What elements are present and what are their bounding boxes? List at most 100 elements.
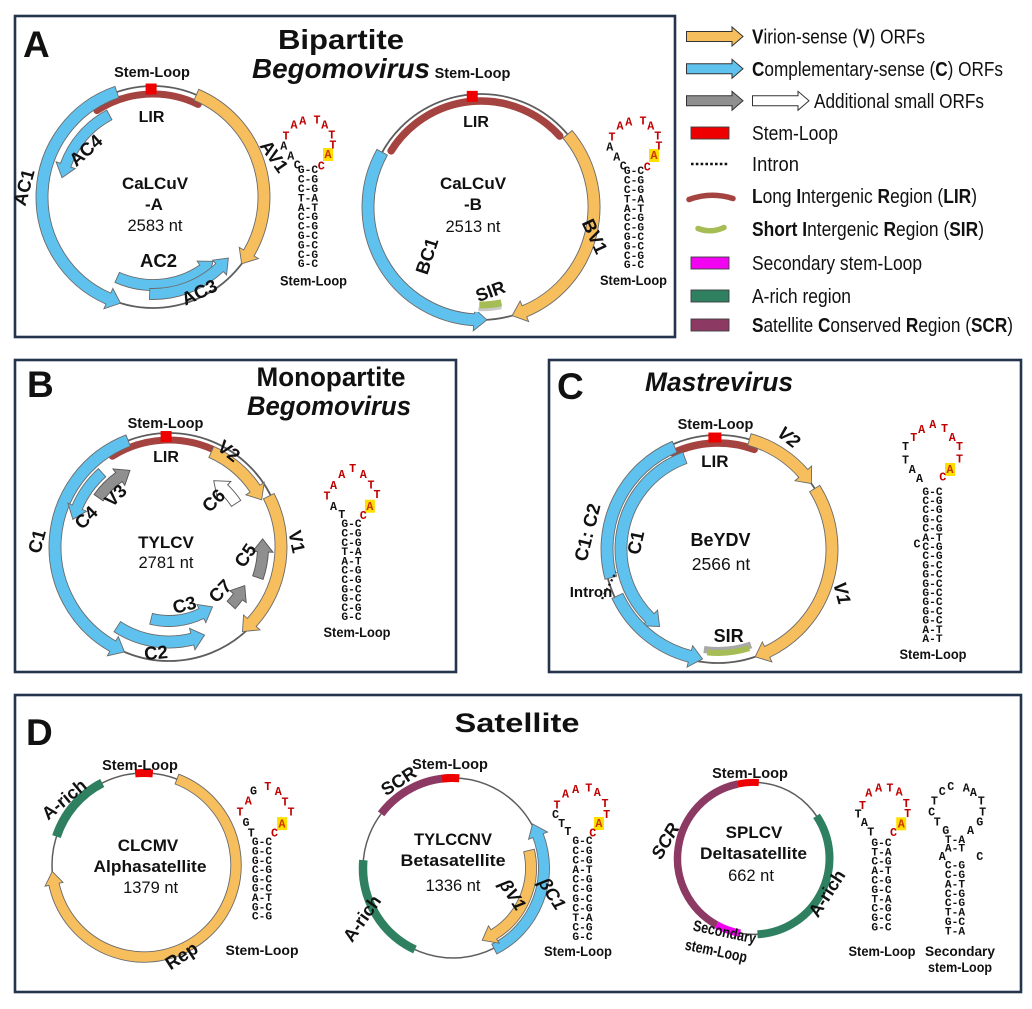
svg-text:T-A: T-A bbox=[624, 194, 644, 206]
svg-text:C-G: C-G bbox=[572, 846, 592, 858]
svg-text:A: A bbox=[321, 119, 329, 133]
svg-text:G-C: G-C bbox=[624, 232, 644, 244]
svg-text:C-G: C-G bbox=[922, 505, 942, 517]
svg-text:T: T bbox=[349, 462, 356, 476]
svg-text:C: C bbox=[913, 537, 920, 551]
svg-text:G-C: G-C bbox=[922, 606, 942, 618]
svg-text:C-G: C-G bbox=[922, 496, 942, 508]
svg-text:G-C: G-C bbox=[572, 894, 592, 906]
svg-text:T: T bbox=[902, 440, 909, 454]
svg-text:C-G: C-G bbox=[624, 213, 644, 225]
svg-text:C-G: C-G bbox=[945, 898, 965, 910]
svg-text:G-C: G-C bbox=[624, 166, 644, 178]
svg-text:SIR: SIR bbox=[714, 626, 744, 646]
svg-text:LIR: LIR bbox=[463, 114, 489, 131]
svg-text:T: T bbox=[564, 825, 571, 839]
svg-text:Deltasatellite: Deltasatellite bbox=[700, 844, 807, 863]
svg-text:CLCMV: CLCMV bbox=[118, 836, 179, 855]
svg-text:C-G: C-G bbox=[945, 889, 965, 901]
svg-text:A: A bbox=[606, 141, 614, 155]
svg-text:G: G bbox=[976, 816, 983, 830]
svg-text:T: T bbox=[903, 797, 910, 811]
svg-text:A: A bbox=[929, 418, 937, 432]
svg-text:-B: -B bbox=[464, 195, 482, 214]
svg-text:A: A bbox=[616, 120, 624, 134]
svg-text:T: T bbox=[313, 114, 320, 128]
svg-text:G-C: G-C bbox=[871, 885, 891, 897]
svg-text:A: A bbox=[338, 468, 346, 482]
svg-text:G-C: G-C bbox=[922, 588, 942, 600]
svg-text:G-C: G-C bbox=[252, 902, 272, 914]
svg-text:G-C: G-C bbox=[341, 519, 361, 531]
svg-text:C: C bbox=[947, 780, 954, 794]
svg-text:G-C: G-C bbox=[922, 616, 942, 628]
svg-text:T: T bbox=[338, 508, 345, 522]
svg-text:A-T: A-T bbox=[298, 203, 318, 215]
svg-text:A: A bbox=[562, 788, 570, 802]
svg-text:C-G: C-G bbox=[341, 538, 361, 550]
svg-text:G: G bbox=[242, 816, 249, 830]
svg-text:T: T bbox=[654, 130, 661, 144]
svg-text:T-A: T-A bbox=[945, 908, 965, 920]
svg-text:C-G: C-G bbox=[922, 542, 942, 554]
svg-text:C-G: C-G bbox=[572, 875, 592, 887]
svg-text:G-C: G-C bbox=[922, 570, 942, 582]
svg-text:Intron: Intron bbox=[570, 584, 613, 601]
svg-text:G: G bbox=[250, 784, 257, 798]
svg-text:A-T: A-T bbox=[945, 844, 965, 856]
svg-text:T: T bbox=[264, 780, 271, 794]
svg-text:T: T bbox=[282, 130, 289, 144]
svg-text:1379 nt: 1379 nt bbox=[123, 879, 178, 897]
svg-text:A: A bbox=[916, 472, 924, 486]
svg-text:G-C: G-C bbox=[945, 917, 965, 929]
svg-text:C: C bbox=[557, 366, 584, 407]
svg-text:G-C: G-C bbox=[572, 932, 592, 944]
svg-text:G-C: G-C bbox=[341, 612, 361, 624]
svg-text:G-C: G-C bbox=[252, 856, 272, 868]
svg-text:G-C: G-C bbox=[252, 874, 272, 886]
svg-text:Stem-Loop: Stem-Loop bbox=[600, 272, 667, 288]
svg-text:G-C: G-C bbox=[922, 597, 942, 609]
svg-text:C-G: C-G bbox=[572, 855, 592, 867]
svg-text:T-A: T-A bbox=[945, 926, 965, 938]
svg-text:Stem-Loop: Stem-Loop bbox=[114, 65, 190, 81]
svg-text:C-G: C-G bbox=[298, 212, 318, 224]
svg-text:C: C bbox=[928, 806, 935, 820]
svg-text:Satellite Conserved Region (SC: Satellite Conserved Region (SCR) bbox=[752, 315, 1013, 337]
svg-text:T: T bbox=[867, 825, 874, 839]
svg-text:G-C: G-C bbox=[298, 259, 318, 271]
svg-text:A: A bbox=[595, 817, 603, 831]
svg-text:T: T bbox=[941, 422, 948, 436]
svg-text:Begomovirus: Begomovirus bbox=[247, 391, 411, 421]
svg-text:Stem-Loop: Stem-Loop bbox=[324, 624, 391, 640]
svg-text:A: A bbox=[861, 816, 869, 830]
svg-text:C2: C2 bbox=[143, 641, 168, 664]
svg-text:A-T: A-T bbox=[252, 893, 272, 905]
svg-text:LIR: LIR bbox=[701, 452, 728, 471]
svg-text:B: B bbox=[27, 364, 54, 405]
svg-text:A: A bbox=[290, 119, 298, 133]
svg-text:T: T bbox=[956, 453, 963, 467]
svg-text:D: D bbox=[26, 712, 53, 753]
svg-text:A-T: A-T bbox=[922, 634, 942, 646]
svg-text:T: T bbox=[931, 794, 938, 808]
svg-text:Secondary stem-Loop: Secondary stem-Loop bbox=[752, 253, 922, 275]
svg-text:A: A bbox=[896, 786, 904, 800]
svg-text:662 nt: 662 nt bbox=[728, 867, 774, 885]
svg-text:C-G: C-G bbox=[572, 923, 592, 935]
svg-text:A: A bbox=[647, 120, 655, 134]
svg-text:T: T bbox=[281, 796, 288, 810]
svg-text:Satellite: Satellite bbox=[455, 708, 580, 738]
svg-text:T: T bbox=[373, 488, 380, 502]
svg-text:A: A bbox=[875, 782, 883, 796]
svg-text:A: A bbox=[970, 786, 978, 800]
svg-text:A: A bbox=[898, 818, 906, 832]
svg-text:T: T bbox=[558, 817, 565, 831]
svg-text:T: T bbox=[902, 454, 909, 468]
svg-text:T-A: T-A bbox=[572, 913, 592, 925]
svg-text:A-T: A-T bbox=[341, 556, 361, 568]
svg-text:A: A bbox=[275, 785, 283, 799]
svg-text:A-T: A-T bbox=[922, 533, 942, 545]
svg-text:C: C bbox=[294, 159, 301, 173]
svg-text:T: T bbox=[287, 805, 294, 819]
